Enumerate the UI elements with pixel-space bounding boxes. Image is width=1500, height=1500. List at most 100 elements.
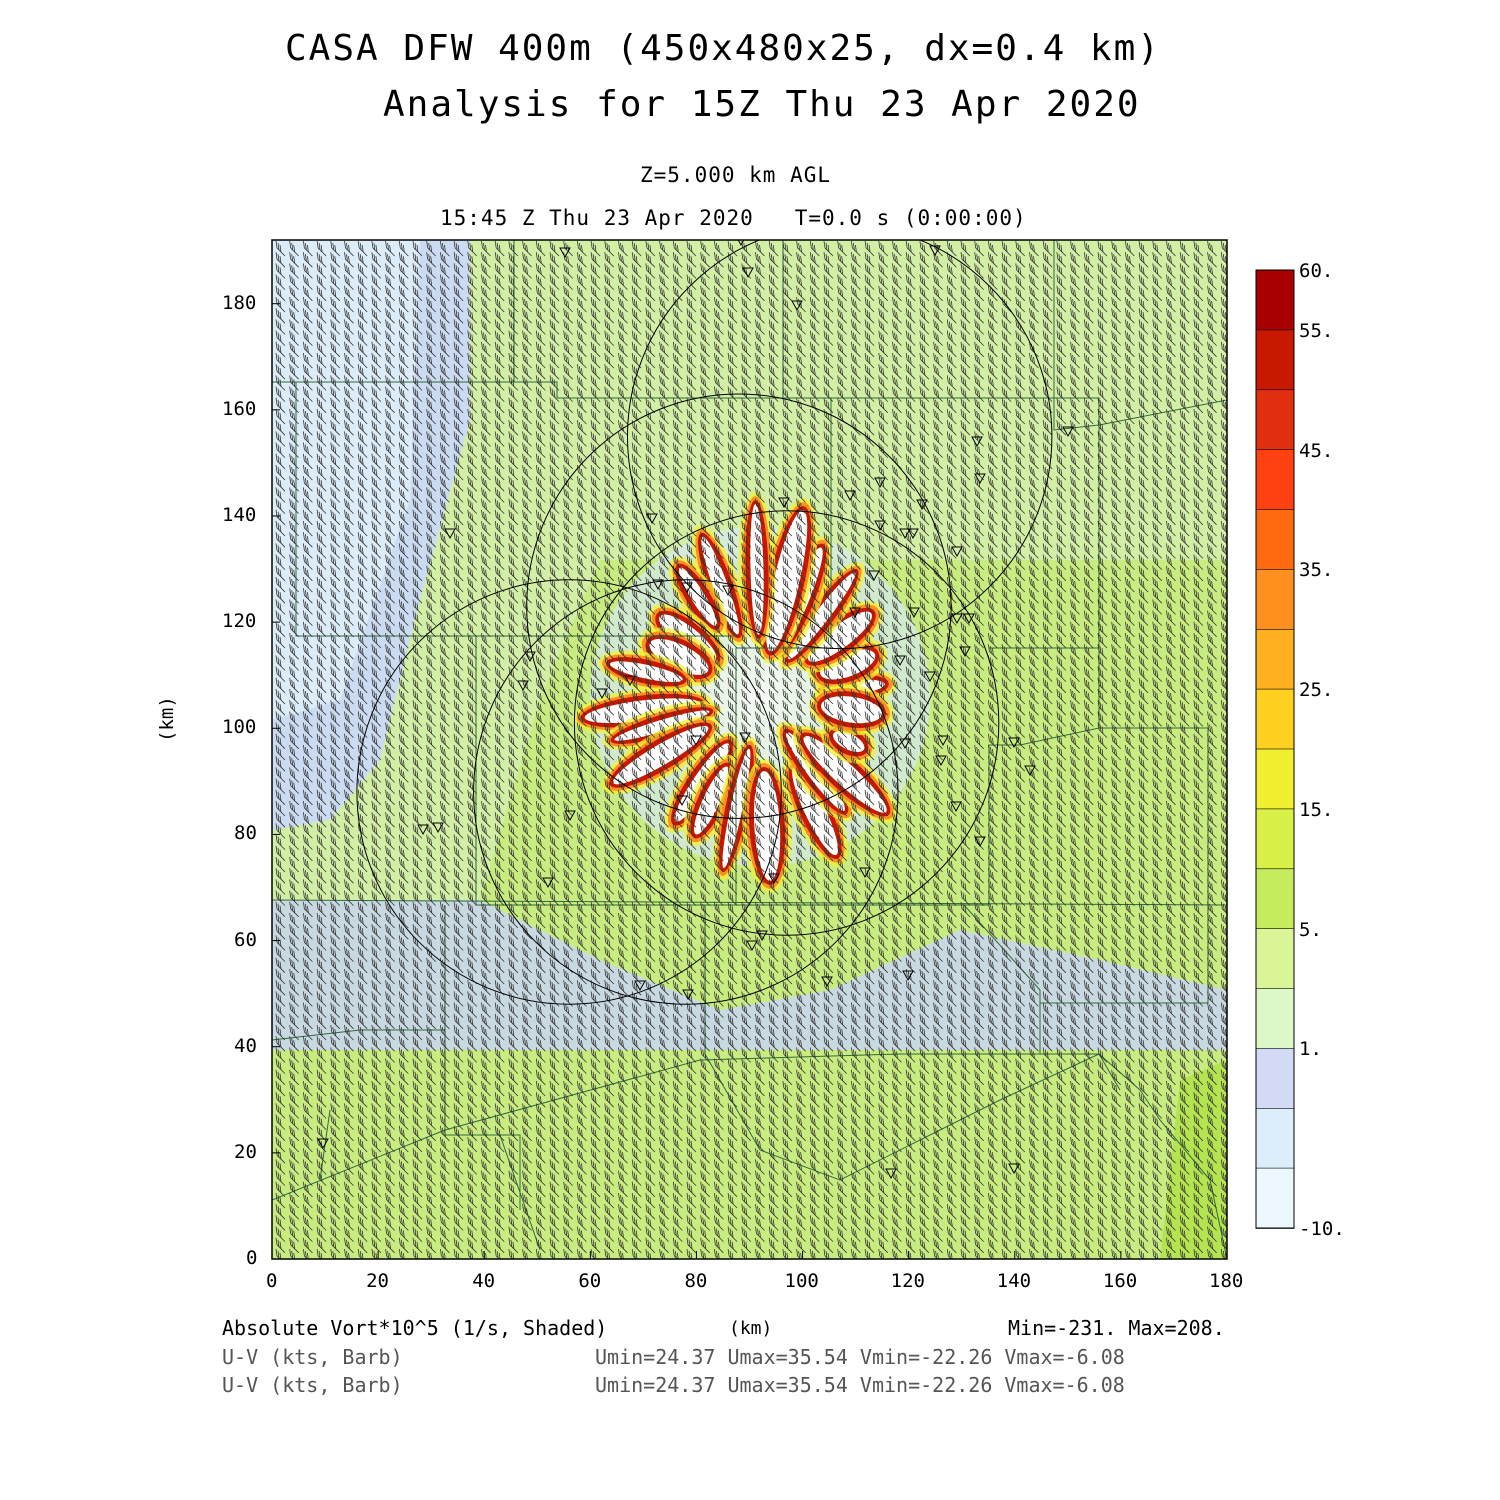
wind-barb	[960, 397, 971, 414]
wind-barb	[522, 498, 532, 514]
wind-barb	[1083, 565, 1094, 582]
wind-barb	[577, 285, 587, 302]
wind-barb	[330, 296, 341, 313]
wind-barb	[275, 599, 286, 615]
wind-barb	[577, 677, 587, 694]
wind-barb	[960, 240, 971, 257]
wind-barb	[946, 431, 957, 447]
wind-barb	[494, 386, 505, 402]
wind-barb	[1125, 240, 1135, 257]
wind-barb	[864, 610, 875, 626]
wind-barb	[672, 296, 683, 313]
wind-barb	[878, 610, 889, 626]
wind-barb	[1193, 431, 1204, 447]
wind-barb	[823, 532, 834, 548]
wind-barb	[1001, 453, 1012, 470]
wind-barb	[1166, 330, 1176, 346]
wind-barb	[330, 364, 341, 380]
wind-barb	[508, 487, 519, 503]
wind-barb	[837, 487, 847, 503]
wind-barb	[782, 520, 793, 537]
wind-barb	[946, 252, 957, 268]
wind-barb	[768, 666, 779, 682]
wind-barb	[851, 252, 861, 268]
wind-barb	[604, 240, 615, 257]
wind-barb	[303, 632, 313, 649]
wind-barb	[289, 274, 299, 290]
wind-barb	[508, 621, 519, 638]
wind-barb	[1193, 296, 1204, 313]
wind-barb	[412, 341, 423, 358]
wind-barb	[700, 431, 710, 447]
wind-barb	[960, 330, 971, 346]
wind-barb	[631, 431, 642, 447]
wind-barb	[508, 330, 519, 346]
wind-barb	[933, 554, 943, 570]
wind-barb	[851, 453, 861, 470]
wind-barb	[535, 677, 546, 694]
wind-barb	[905, 543, 916, 559]
wind-barb	[782, 453, 793, 470]
wind-barb	[275, 341, 286, 358]
wind-barb	[1179, 240, 1190, 257]
wind-barb	[330, 532, 341, 548]
wind-barb	[714, 274, 724, 290]
wind-barb	[535, 308, 546, 324]
wind-barb	[700, 532, 710, 548]
wind-barb	[768, 386, 779, 402]
wind-barb	[645, 296, 656, 313]
wind-barb	[1152, 330, 1163, 346]
wind-barb	[1097, 397, 1108, 414]
wind-barb	[768, 308, 779, 324]
wind-barb	[851, 352, 861, 369]
wind-barb	[837, 621, 847, 638]
wind-barb	[535, 352, 546, 369]
wind-barb	[809, 644, 820, 660]
wind-barb	[1029, 610, 1039, 626]
wind-barb	[563, 666, 573, 682]
wind-barb	[741, 487, 752, 503]
wind-barb	[303, 408, 313, 425]
wind-barb	[1152, 610, 1163, 626]
wind-barb	[809, 509, 820, 526]
wind-barb	[316, 252, 327, 268]
wind-barb	[330, 252, 341, 268]
wind-barb	[946, 632, 957, 649]
wind-barb	[782, 576, 793, 593]
wind-barb	[549, 509, 560, 526]
wind-barb	[1179, 375, 1190, 391]
wind-barb	[1097, 319, 1108, 335]
wind-barb	[289, 554, 299, 570]
wind-barb	[809, 543, 820, 559]
wind-barb	[577, 543, 587, 559]
wind-barb	[522, 599, 532, 615]
wind-barb	[303, 576, 313, 593]
wind-barb	[659, 285, 669, 302]
wind-barb	[590, 476, 601, 492]
wind-barb	[1179, 621, 1190, 638]
wind-barb	[1152, 554, 1163, 570]
wind-barb	[741, 532, 752, 548]
wind-barb	[988, 386, 998, 402]
wind-barb	[344, 565, 354, 582]
wind-barb	[905, 341, 916, 358]
wind-barb	[522, 476, 532, 492]
wind-barb	[988, 240, 998, 257]
wind-barb	[440, 543, 450, 559]
wind-barb	[974, 285, 984, 302]
wind-barb	[1125, 644, 1135, 660]
wind-barb	[453, 632, 464, 649]
wind-barb	[946, 666, 957, 682]
wind-barb	[1001, 644, 1012, 660]
wind-barb	[1111, 285, 1121, 302]
wind-barb	[796, 688, 806, 705]
wind-barb	[275, 498, 286, 514]
wind-barb	[1166, 588, 1176, 604]
wind-barb	[796, 576, 806, 593]
wind-barb	[330, 386, 341, 402]
wind-barb	[974, 319, 984, 335]
wind-barb	[645, 532, 656, 548]
wind-barb	[892, 397, 902, 414]
wind-barb	[974, 610, 984, 626]
wind-barb	[412, 285, 423, 302]
